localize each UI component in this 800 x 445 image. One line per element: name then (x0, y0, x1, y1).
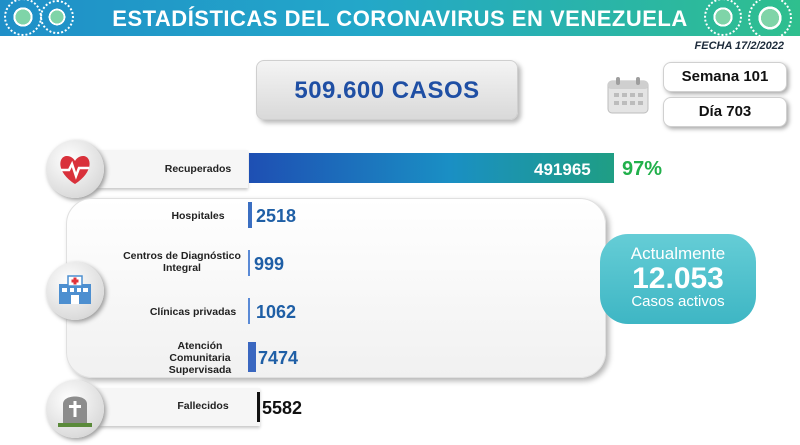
virus-icon (704, 0, 742, 36)
heart-pulse-icon (46, 140, 104, 198)
hospital-row-label: Hospitales (171, 210, 225, 222)
deceased-bar (257, 392, 260, 422)
community-care-row-bar (248, 342, 256, 372)
active-cases-caption: Casos activos (631, 293, 725, 310)
report-date: FECHA 17/2/2022 (694, 40, 784, 52)
recovered-percent: 97% (622, 158, 663, 180)
deceased-value: 5582 (262, 398, 303, 418)
hospital-icon (46, 262, 104, 320)
recovered-bar (249, 153, 614, 183)
community-care-row-label: Atención Comunitaria Supervisada (168, 340, 232, 376)
total-cases-box: 509.600 CASOS (256, 60, 518, 120)
active-cases-heading: Actualmente (630, 244, 726, 263)
header-banner: ESTADÍSTICAS DEL CORONAVIRUS EN VENEZUEL… (0, 0, 800, 40)
deceased-label: Fallecidos (177, 400, 229, 412)
private-clinics-row-label: Clínicas privadas (149, 306, 237, 318)
hospital-row-bar (248, 202, 252, 228)
recovered-label: Recuperados (164, 163, 232, 175)
hospitalization-panel (66, 198, 606, 378)
hospital-row-value: 2518 (256, 206, 297, 226)
total-cases-value: 509.600 CASOS (294, 77, 480, 104)
active-cases-value: 12.053 (632, 262, 724, 295)
private-clinics-row-value: 1062 (256, 302, 297, 322)
community-care-row-value: 7474 (258, 348, 299, 368)
day-badge: Día 703 (663, 97, 787, 127)
virus-icon (40, 0, 74, 34)
active-cases-badge (600, 234, 756, 324)
private-clinics-row-bar (248, 298, 250, 324)
cdi-row-value: 999 (254, 254, 285, 274)
cdi-row-label: Centros de Diagnóstico Integral (123, 250, 241, 274)
recovered-value: 491965 (534, 160, 591, 179)
page-title: ESTADÍSTICAS DEL CORONAVIRUS EN VENEZUEL… (112, 6, 688, 31)
cdi-row-bar (248, 250, 250, 276)
tombstone-icon (46, 380, 104, 438)
week-badge: Semana 101 (663, 62, 787, 92)
calendar-icon (607, 77, 649, 114)
virus-icon (748, 0, 792, 40)
